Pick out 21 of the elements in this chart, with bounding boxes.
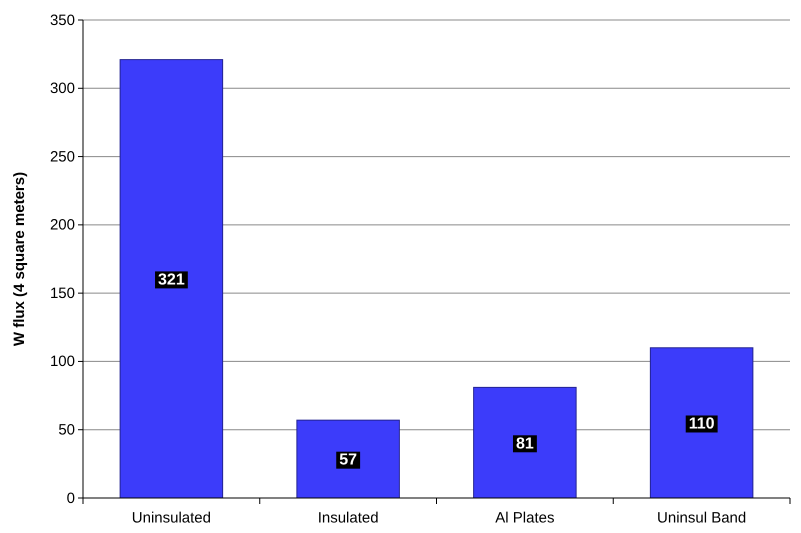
y-tick-label: 250 [50, 148, 75, 166]
y-tick-label: 300 [50, 80, 75, 98]
y-tick-label: 50 [58, 422, 75, 439]
y-tick-label: 0 [66, 490, 75, 507]
x-tick-label: Insulated [318, 510, 379, 527]
y-tick-label: 150 [50, 284, 75, 302]
data-label: 321 [158, 271, 185, 288]
y-tick-label: 200 [50, 216, 75, 234]
bar [120, 59, 224, 498]
bar [296, 420, 400, 498]
y-axis-title: W flux (4 square meters) [11, 172, 28, 346]
y-tick-label: 100 [50, 353, 75, 370]
data-label: 81 [516, 435, 534, 452]
x-tick-label: Uninsulated [132, 510, 211, 527]
data-label: 57 [339, 452, 358, 469]
x-tick-label: Uninsul Band [657, 510, 746, 527]
bar [473, 386, 577, 498]
x-tick-label: Al Plates [495, 510, 554, 527]
y-tick-label: 350 [50, 12, 75, 29]
bar [650, 347, 754, 498]
data-label: 110 [688, 415, 715, 432]
